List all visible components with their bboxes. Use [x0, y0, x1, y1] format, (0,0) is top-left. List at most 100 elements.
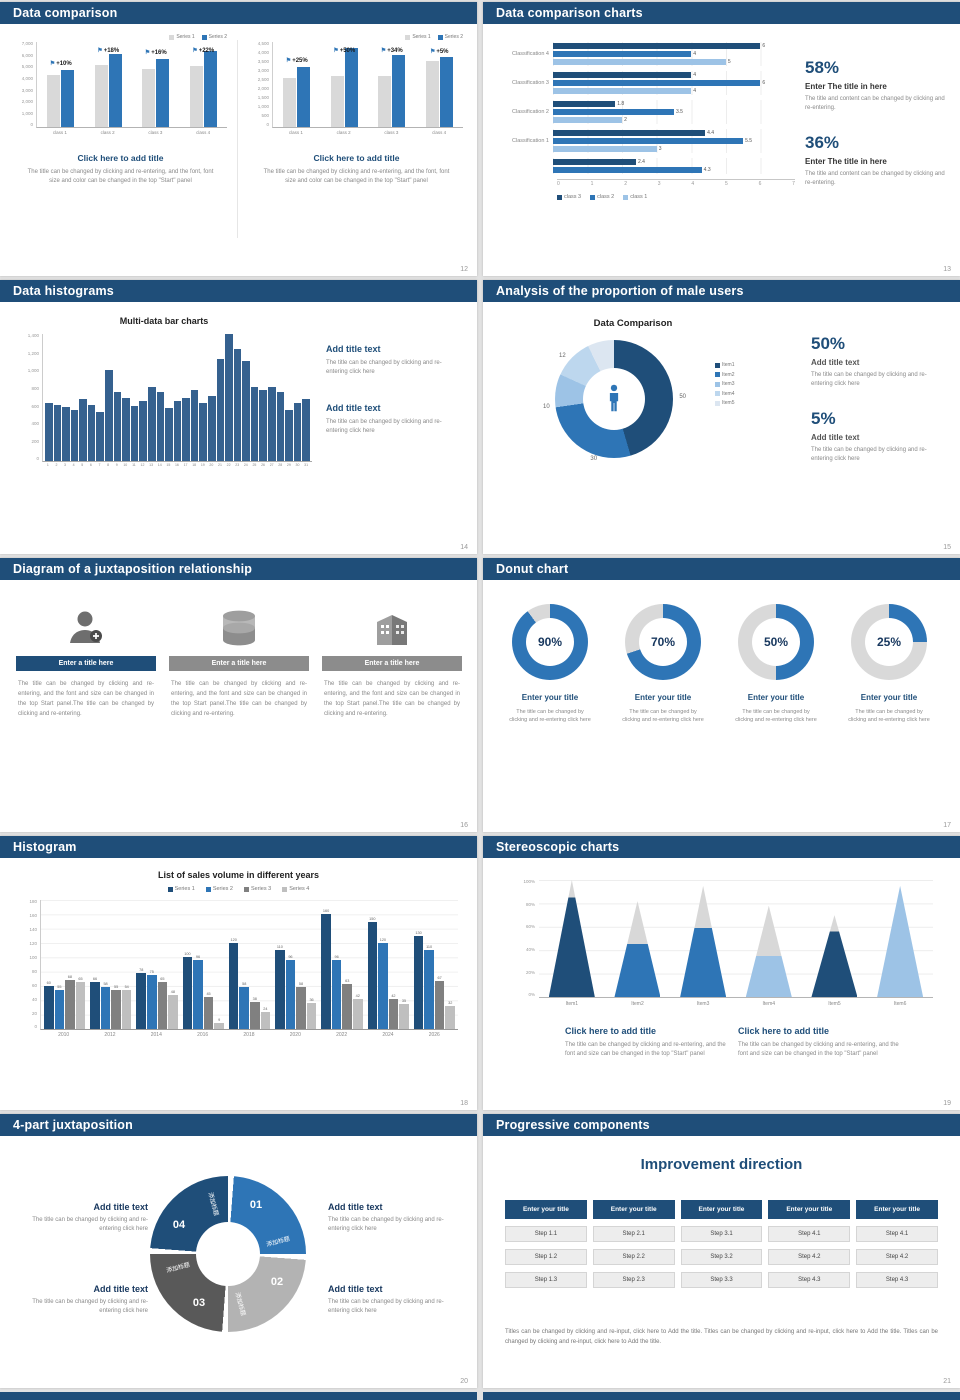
slide-title-bar: Analysis of the proportion of male users	[483, 280, 960, 302]
slide-title-bar: Donut chart	[483, 558, 960, 580]
bar-wrap: 35	[399, 900, 409, 1029]
bar-group: ⚑+16%	[132, 42, 180, 127]
value-label: 110	[426, 945, 433, 950]
bar	[260, 1011, 271, 1029]
page-number: 16	[460, 822, 468, 829]
value-label: 68	[67, 975, 73, 980]
gauge-percent: 50%	[752, 618, 800, 666]
bar	[239, 987, 249, 1029]
bar-row: 2.4	[553, 158, 795, 165]
value-label: 5	[727, 58, 731, 65]
series1-bar	[94, 65, 108, 127]
step-cell: Step 2.3	[592, 1272, 675, 1288]
y-tick: 1,200	[27, 350, 39, 356]
x-tick: 25	[252, 463, 257, 467]
bar	[553, 100, 616, 107]
y-tick: 1,500	[257, 95, 269, 101]
block-title: Click here to add title	[738, 1026, 830, 1036]
x-tick: 6	[758, 181, 762, 187]
stats-panel: 58% Enter The title in here The title an…	[805, 58, 947, 208]
annotation-text: +10%	[56, 61, 72, 68]
x-tick: 6	[89, 463, 92, 467]
value-label: 45	[206, 991, 211, 996]
value-label: 4	[693, 71, 697, 78]
bar	[53, 404, 62, 461]
chart-legend: Series 1 Series 2	[14, 34, 227, 40]
bar	[553, 87, 692, 94]
gauge-donut: 90%	[512, 604, 588, 680]
bar-wrap: 65	[75, 900, 86, 1029]
legend-item: Series 1	[169, 34, 195, 40]
value-label: 96	[288, 955, 293, 960]
annotation: ⚑+5%	[416, 48, 464, 55]
bar-group: Classification 1 4.4 5.5 3	[499, 129, 795, 153]
bar	[424, 950, 434, 1029]
y-tick: 7,000	[21, 41, 33, 46]
y-tick: 200	[31, 438, 39, 444]
bar-wrap: 42	[353, 900, 363, 1029]
bar-row: 4.3	[553, 166, 795, 173]
value-label: 4.3	[703, 166, 711, 173]
bar	[553, 145, 657, 152]
series1-bar	[142, 68, 156, 127]
bar	[233, 348, 242, 461]
bars	[85, 42, 133, 127]
flag-icon: ⚑	[285, 58, 292, 65]
x-tick: 12	[140, 463, 145, 467]
building-icon	[322, 600, 462, 656]
x-axis: 1 2 3 4 5 6 7 8 9 10 11 12 13 14 15 16 17 18 19 20 21 22 23 24 2…	[42, 462, 312, 467]
block-body: The title can be changed by clicking and…	[27, 169, 214, 185]
next-row-slide-header-partial	[0, 1392, 477, 1400]
step-cell: Step 3.2	[680, 1249, 763, 1265]
slide-12-data-comparison: Data comparison Series 1 Series 2 7,000 6,0…	[0, 2, 477, 276]
legend-swatch	[557, 194, 562, 200]
legend-swatch	[715, 391, 720, 396]
bar-group: ⚑+18%	[85, 42, 133, 127]
plot-area: ⚑+10% ⚑+18% ⚑+16% ⚑+22%	[36, 42, 227, 128]
rect	[381, 631, 384, 634]
x-tick: class 3	[384, 130, 399, 135]
gauge-body: The title can be changed by clicking and…	[622, 709, 704, 724]
circle	[610, 384, 618, 392]
bar	[276, 392, 285, 461]
bar	[65, 980, 75, 1029]
juxtaposition-column: Enter a title here The title can be chan…	[16, 600, 156, 720]
bar	[44, 986, 54, 1029]
bar	[285, 410, 293, 461]
bar	[122, 398, 130, 461]
bar-row: 4	[553, 71, 795, 78]
bar-wrap: 55	[111, 900, 121, 1029]
next-row-slide-header-partial	[483, 1392, 960, 1400]
bar	[203, 996, 214, 1029]
bar	[214, 1022, 224, 1029]
bar-row: 5.5	[553, 137, 795, 144]
x-tick: 11	[132, 463, 136, 467]
step-cell: Step 2.1	[592, 1226, 675, 1242]
bar-row: 6	[553, 42, 795, 49]
step-cell: Step 1.3	[505, 1272, 587, 1288]
bar-row: 2	[553, 116, 795, 123]
bar	[553, 79, 761, 86]
block-body: The title can be changed by clicking and…	[565, 1042, 726, 1057]
bar	[553, 108, 674, 115]
x-tick: 1	[590, 181, 594, 187]
y-tick: 0	[34, 1024, 37, 1030]
rect	[401, 625, 404, 628]
bar	[79, 399, 87, 461]
value-label: 110	[276, 945, 283, 950]
grouped-bar-chart: Series 1 Series 2 7,000 6,000 5,000 4,000 3,00…	[14, 34, 227, 135]
chart-legend: Series 1 Series 2 Series 3 Series 4	[0, 886, 477, 892]
slide-title-bar: Diagram of a juxtaposition relationship	[0, 558, 477, 580]
value-label: 58	[298, 982, 304, 987]
rect	[386, 625, 389, 628]
page-number: 15	[943, 544, 951, 551]
gauge-column: 70% Enter your title The title can be ch…	[612, 604, 714, 725]
gauge-body: The title can be changed by clicking and…	[848, 709, 930, 724]
y-tick: 5,000	[21, 64, 33, 70]
y-axis: 7,000 6,000 5,000 4,000 3,000 2,000 1,000 0	[14, 41, 36, 128]
value-label: 60	[46, 981, 51, 985]
bar-group: ⚑+34%	[368, 42, 416, 127]
value-label: 66	[92, 976, 98, 981]
bar-group: ⚑+22%	[180, 42, 228, 127]
